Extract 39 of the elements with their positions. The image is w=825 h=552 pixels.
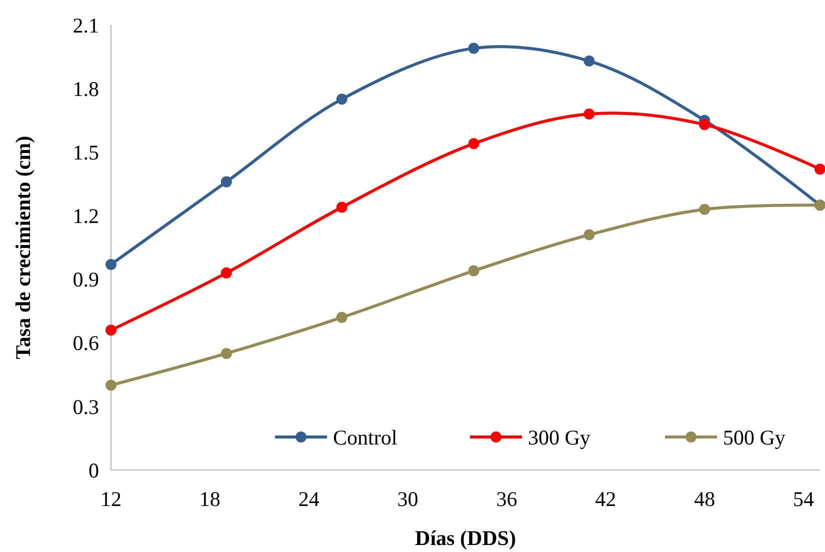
x-tick-label: 12 — [100, 487, 122, 511]
x-tick-label: 48 — [694, 487, 716, 511]
y-tick-label: 1.2 — [72, 204, 99, 228]
point — [584, 56, 595, 67]
y-tick-label: 2.1 — [72, 13, 99, 38]
legend-label: 300 Gy — [528, 425, 591, 450]
point — [468, 42, 480, 54]
x-tick-label: 42 — [595, 487, 616, 511]
y-tick-label: 0 — [88, 458, 99, 482]
x-tick-label: 36 — [496, 487, 518, 511]
point — [699, 204, 710, 215]
x-tick-label: 24 — [298, 487, 320, 511]
x-tick-label: 18 — [199, 487, 220, 511]
legend-label: Control — [333, 425, 398, 450]
x-tick-label: 30 — [397, 487, 418, 511]
point — [220, 267, 232, 278]
point — [220, 348, 232, 359]
point — [106, 324, 116, 336]
point — [699, 119, 710, 130]
point — [468, 138, 480, 150]
x-axis-title: Días (DDS) — [415, 526, 516, 550]
point — [336, 202, 348, 213]
point — [336, 312, 348, 323]
point — [584, 229, 595, 240]
y-tick-label: 1.5 — [72, 140, 99, 164]
point — [584, 108, 595, 120]
point — [106, 258, 116, 270]
point — [220, 176, 232, 188]
point — [814, 164, 825, 175]
legend-label: 500 Gy — [723, 425, 786, 450]
point — [336, 94, 348, 105]
point — [106, 380, 116, 391]
x-tick-label: 54 — [793, 487, 815, 511]
y-tick-label: 0.6 — [72, 331, 99, 356]
y-axis-title: Tasa de crecimiento (cm) — [11, 136, 35, 360]
y-tick-label: 1.8 — [72, 76, 99, 101]
point — [468, 265, 480, 276]
y-tick-label: 0.3 — [72, 394, 99, 419]
y-tick-label: 0.9 — [72, 268, 99, 292]
